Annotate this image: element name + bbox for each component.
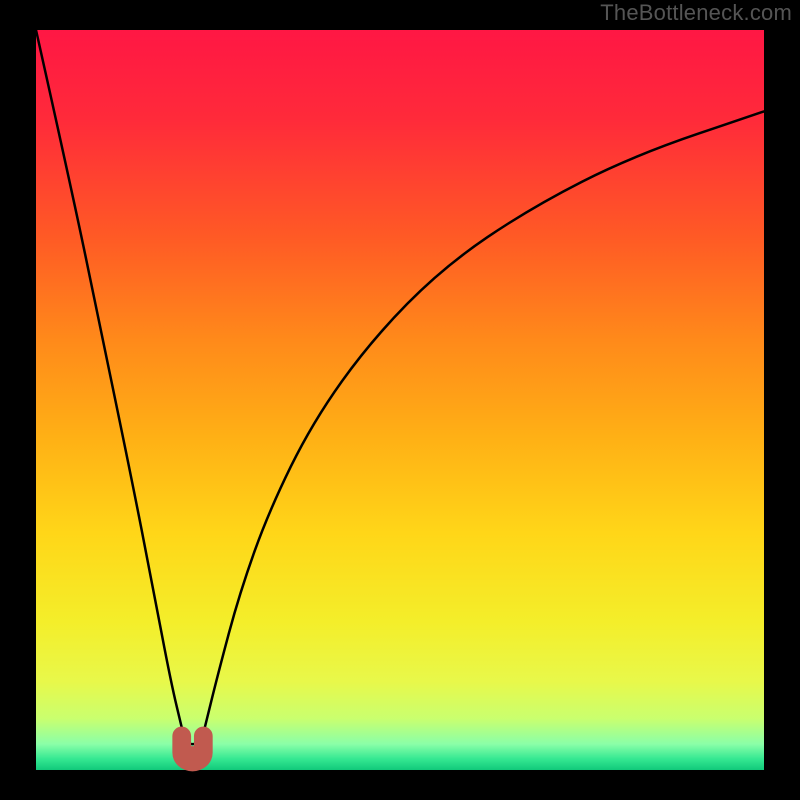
watermark-text: TheBottleneck.com [600, 0, 792, 26]
bottleneck-chart [0, 0, 800, 800]
chart-wrap: TheBottleneck.com [0, 0, 800, 800]
plot-background [36, 30, 764, 770]
